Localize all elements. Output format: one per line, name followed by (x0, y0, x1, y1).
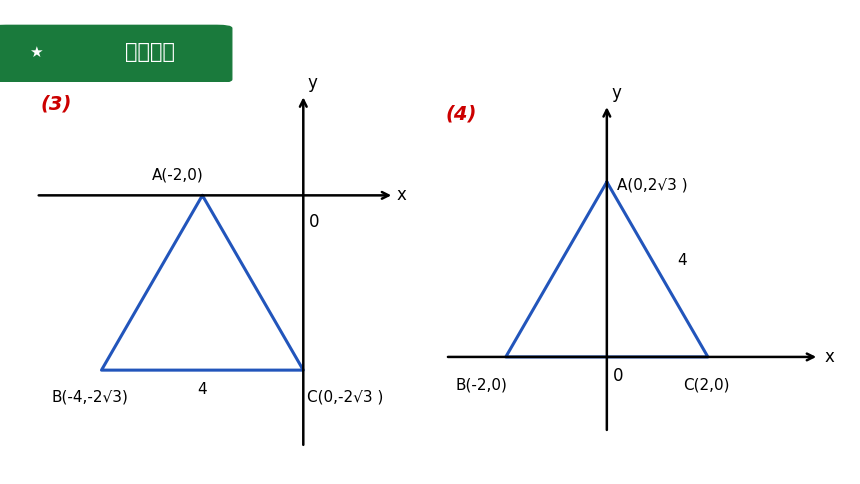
FancyBboxPatch shape (0, 25, 231, 82)
Text: (4): (4) (445, 105, 476, 123)
Text: 4: 4 (678, 254, 687, 269)
Text: x: x (396, 186, 407, 204)
Text: ★: ★ (29, 45, 43, 60)
Text: A(0,2√3 ): A(0,2√3 ) (617, 178, 687, 193)
Text: 0: 0 (310, 213, 320, 231)
Text: (3): (3) (41, 94, 72, 113)
Text: B(-4,-2√3): B(-4,-2√3) (51, 390, 128, 405)
Text: B(-2,0): B(-2,0) (455, 377, 507, 392)
Text: 典例精析: 典例精析 (126, 42, 175, 62)
Text: A(-2,0): A(-2,0) (152, 168, 204, 183)
Text: C(0,-2√3 ): C(0,-2√3 ) (307, 390, 384, 405)
Text: 4: 4 (198, 382, 207, 397)
Text: y: y (307, 74, 317, 92)
Text: C(2,0): C(2,0) (683, 377, 729, 392)
Text: x: x (824, 348, 834, 366)
Text: y: y (612, 84, 622, 102)
Text: 0: 0 (613, 367, 624, 385)
